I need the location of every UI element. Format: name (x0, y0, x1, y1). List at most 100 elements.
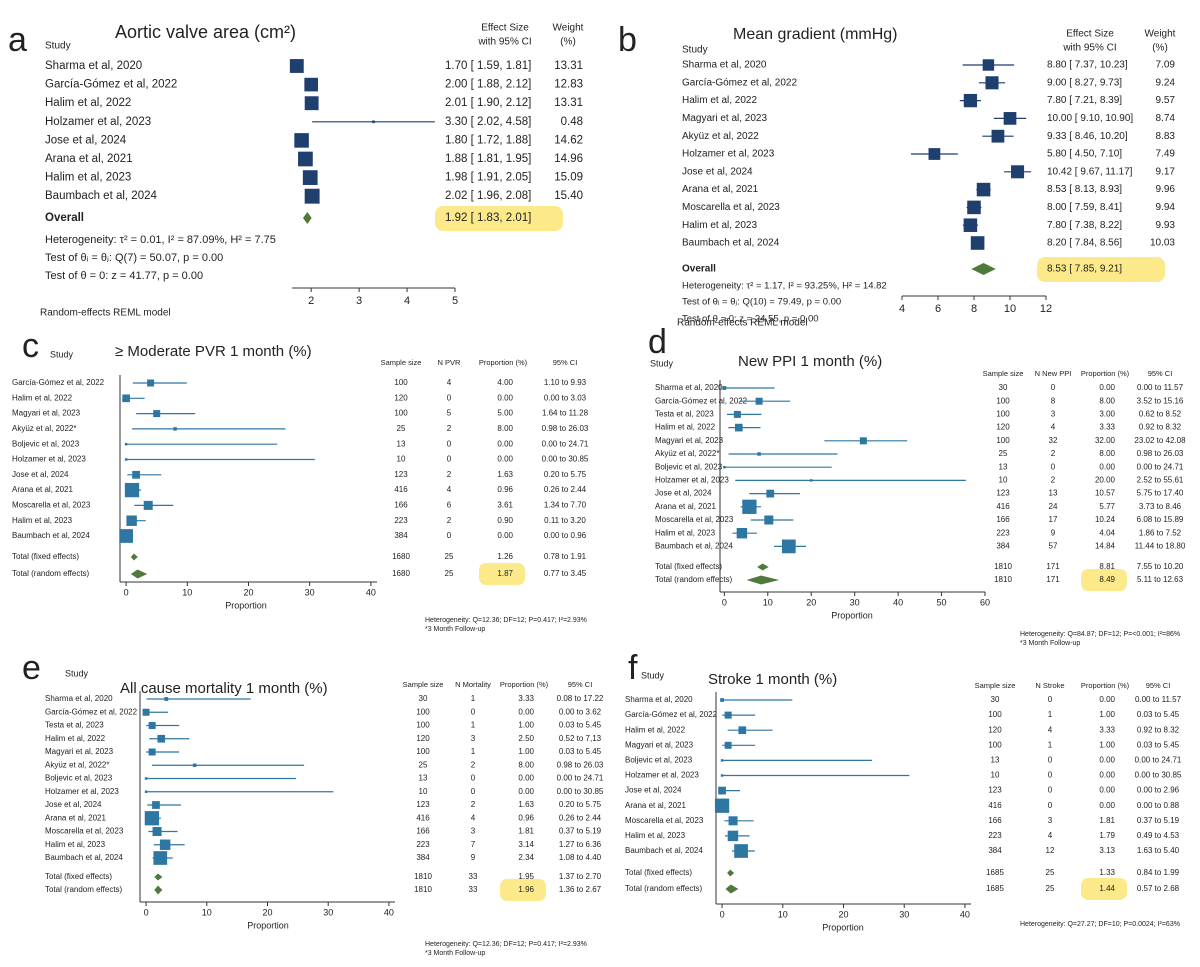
study-marker (976, 182, 991, 197)
proportion: 1.00 (1099, 710, 1115, 719)
ci-text: 1.08 to 4.40 (559, 853, 602, 862)
x-tick-label: 40 (960, 909, 970, 919)
panel-title: Aortic valve area (cm²) (115, 22, 296, 42)
weight: 8.74 (1156, 113, 1176, 124)
study-marker (124, 458, 128, 461)
ci-text: 0.98 to 26.03 (1137, 449, 1184, 458)
study-name: Halim et al, 2023 (45, 840, 106, 849)
proportion: 10.24 (1095, 515, 1116, 524)
pooled-diamond (757, 563, 769, 571)
proportion: 4.04 (1099, 528, 1115, 537)
sample-size: 1685 (986, 884, 1004, 893)
study-name: Halim et al, 2023 (45, 172, 131, 184)
study-header: Study (45, 41, 71, 52)
pooled-diamond (725, 884, 739, 894)
sample-size: 123 (394, 470, 408, 479)
total-label: Total (fixed effects) (625, 868, 692, 877)
x-axis-label: Proportion (831, 610, 873, 620)
events: 9 (1051, 528, 1056, 537)
proportion: 1.63 (497, 470, 513, 479)
column-header: 95% CI (1146, 681, 1171, 690)
proportion: 8.81 (1099, 562, 1115, 571)
study-header: Study (641, 670, 665, 680)
note: Heterogeneity: τ² = 1.17, I² = 93.25%, H… (682, 281, 887, 292)
study-marker (298, 151, 313, 167)
study-marker (144, 811, 160, 826)
panel-label: a (8, 21, 27, 59)
events: 0 (471, 774, 476, 783)
proportion: 8.00 (1099, 396, 1115, 405)
proportion: 1.81 (1099, 816, 1115, 825)
total-label: Total (random effects) (655, 575, 733, 584)
note: *3 Month Follow-up (425, 626, 485, 633)
study-marker (153, 851, 168, 865)
sample-size: 100 (416, 707, 430, 716)
ci-text: 0.77 to 3.45 (544, 569, 587, 578)
sample-size: 223 (988, 831, 1002, 840)
study-name: Baumbach et al, 2024 (45, 853, 123, 862)
x-tick-label: 10 (763, 597, 773, 607)
study-name: Halim et al, 2022 (45, 734, 106, 743)
events: 7 (471, 840, 476, 849)
sample-size: 1810 (994, 575, 1012, 584)
weight: 14.96 (554, 153, 583, 165)
study-marker (967, 200, 981, 215)
panel-label: f (628, 649, 638, 687)
total-label: Total (fixed effects) (45, 872, 112, 881)
column-header: N Mortality (455, 680, 491, 689)
study-marker (720, 759, 724, 762)
weight: 15.09 (554, 172, 583, 184)
events: 33 (469, 872, 478, 881)
x-axis-label: Proportion (822, 922, 864, 932)
proportion: 1.44 (1099, 884, 1115, 893)
study-marker (764, 515, 774, 525)
events: 171 (1046, 562, 1060, 571)
study-name: Holzamer et al, 2023 (12, 455, 86, 464)
events: 1 (471, 721, 476, 730)
weight: 9.57 (1156, 95, 1176, 106)
pooled-diamond (130, 553, 138, 561)
column-header: Weight (1145, 29, 1176, 40)
sample-size: 384 (996, 542, 1010, 551)
study-name: Sharma et al, 2020 (45, 694, 113, 703)
study-name: Sharma et al, 2020 (625, 695, 693, 704)
study-marker (963, 218, 978, 232)
sample-size: 123 (416, 800, 430, 809)
proportion: 2.50 (518, 734, 534, 743)
study-marker (733, 410, 741, 418)
events: 2 (447, 470, 452, 479)
events: 8 (1051, 396, 1056, 405)
column-header: Proportion (%) (500, 680, 549, 689)
proportion: 3.14 (518, 840, 534, 849)
x-axis-label: Proportion (247, 920, 289, 930)
study-marker (963, 93, 978, 108)
study-marker (157, 734, 166, 743)
study-marker (126, 515, 137, 526)
events: 25 (445, 569, 454, 578)
study-name: Baumbach et al, 2024 (45, 190, 157, 202)
column-header: Proportion (%) (1081, 369, 1130, 378)
study-name: Holzamer et al, 2023 (45, 116, 151, 128)
study-marker (192, 763, 197, 767)
proportion: 8.00 (1099, 449, 1115, 458)
events: 4 (447, 378, 452, 387)
pooled-diamond (130, 569, 148, 579)
study-name: Holzamer et al, 2023 (655, 476, 729, 485)
study-name: Testa et al, 2023 (45, 721, 104, 730)
events: 9 (471, 853, 476, 862)
x-tick-label: 4 (899, 303, 905, 315)
effect-size: 8.53 [ 8.13, 8.93] (1047, 184, 1122, 195)
study-header: Study (65, 668, 89, 678)
total-label: Total (fixed effects) (12, 552, 79, 561)
study-name: Arana et al, 2021 (45, 813, 106, 822)
study-name: Akyüz et al, 2022* (12, 424, 76, 433)
study-marker (766, 489, 775, 498)
x-tick-label: 4 (404, 295, 410, 307)
proportion: 3.13 (1099, 846, 1115, 855)
events: 12 (1046, 846, 1055, 855)
weight: 9.24 (1156, 77, 1176, 88)
study-marker (294, 133, 309, 148)
weight: 13.31 (554, 60, 583, 72)
pooled-diamond (727, 869, 735, 877)
study-marker (304, 188, 320, 204)
